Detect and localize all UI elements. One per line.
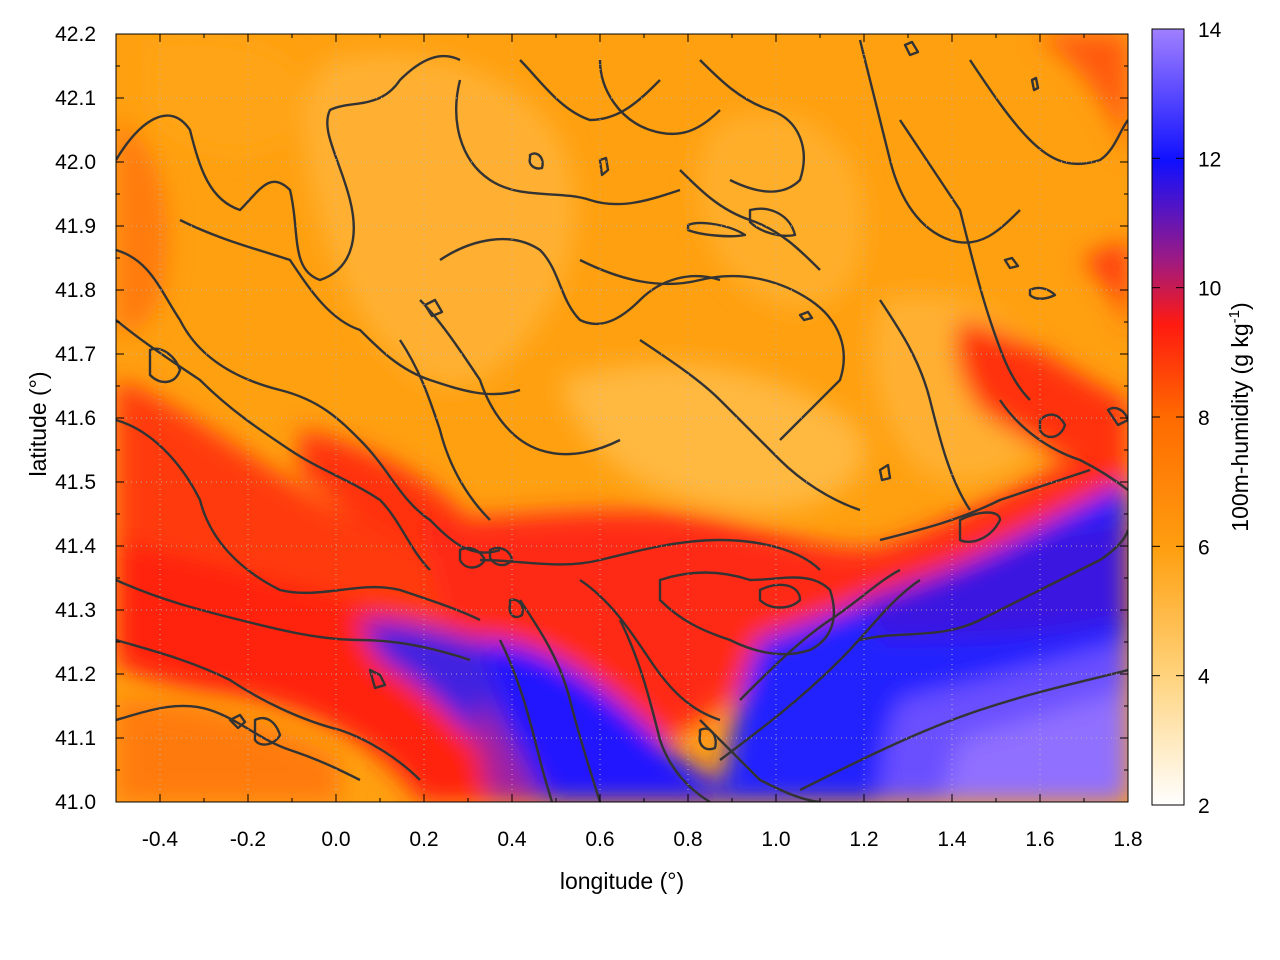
x-tick-label: 1.0	[761, 828, 790, 851]
x-tick-label: 1.8	[1113, 828, 1142, 851]
colorbar-ticks: 2 4 6 8 10 12 14	[1152, 19, 1222, 818]
y-tick-label: 41.4	[55, 535, 96, 558]
x-tick-label: -0.4	[142, 828, 179, 851]
x-tick-label: -0.2	[230, 828, 266, 851]
colorbar: 2 4 6 8 10 12 14 100m-humidity (g kg-1)	[1151, 19, 1253, 818]
colorbar-label-sup: -1	[1226, 310, 1243, 323]
colorbar-tick-label: 12	[1198, 148, 1221, 171]
grid-lines	[116, 34, 1128, 802]
y-axis-title: latitude (°)	[25, 371, 51, 476]
y-tick-label: 41.2	[55, 663, 96, 686]
y-tick-label: 41.8	[55, 279, 96, 302]
x-tick-label: 0.2	[409, 828, 438, 851]
contour-lines	[116, 39, 1128, 802]
y-tick-label: 41.1	[55, 727, 96, 750]
y-tick-label: 41.5	[55, 471, 96, 494]
colorbar-tick-label: 10	[1198, 278, 1221, 301]
x-axis: -0.4 -0.2 0.0 0.2 0.4 0.6 0.8 1.0 1.2 1.4 1.6 1.8	[115, 34, 1143, 851]
colorbar-tick-label: 14	[1198, 19, 1222, 42]
x-tick-label: 1.2	[849, 828, 878, 851]
y-tick-label: 41.0	[55, 791, 96, 814]
x-tick-label: 0.0	[321, 828, 350, 851]
x-tick-label: 0.6	[585, 828, 614, 851]
y-tick-label: 41.9	[55, 215, 96, 238]
colorbar-tick-label: 8	[1198, 407, 1210, 430]
y-axis: 41.0 41.1 41.2 41.3 41.4 41.5 41.6 41.7 41.8 41.9…	[55, 23, 1128, 814]
y-tick-label: 42.0	[55, 151, 96, 174]
colorbar-label-main: 100m-humidity (g kg	[1227, 323, 1253, 531]
colorbar-label-end: )	[1227, 302, 1253, 310]
colorbar-tick-label: 4	[1198, 666, 1210, 689]
x-tick-label: 0.8	[673, 828, 702, 851]
colorbar-label: 100m-humidity (g kg-1)	[1226, 302, 1253, 531]
y-tick-label: 42.2	[55, 23, 96, 46]
x-tick-label: 1.4	[937, 828, 967, 851]
colorbar-tick-label: 2	[1198, 795, 1210, 818]
y-tick-label: 41.3	[55, 599, 96, 622]
y-tick-label: 41.6	[55, 407, 96, 430]
x-axis-title: longitude (°)	[560, 868, 684, 894]
x-tick-label: 0.4	[497, 828, 527, 851]
x-tick-label: 1.6	[1025, 828, 1054, 851]
y-tick-label: 42.1	[55, 87, 96, 110]
y-tick-label: 41.7	[55, 343, 96, 366]
colorbar-tick-label: 6	[1198, 536, 1210, 559]
